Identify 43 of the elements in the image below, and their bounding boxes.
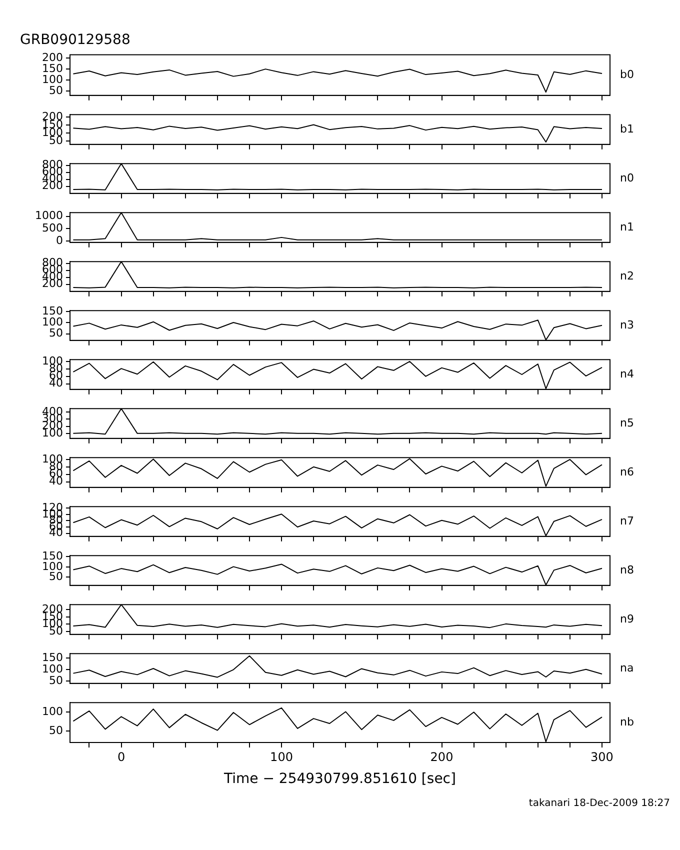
y-tick-label: 40 <box>49 474 63 488</box>
y-tick-label: 100 <box>42 72 63 86</box>
y-tick-label: 200 <box>42 277 63 290</box>
y-tick-label: 40 <box>49 376 63 390</box>
series-label: b1 <box>620 122 634 136</box>
y-tick-label: 150 <box>42 651 63 664</box>
series-label: n0 <box>620 171 634 184</box>
y-tick-label: 100 <box>42 704 63 718</box>
y-tick-label: 150 <box>42 549 63 562</box>
series-label: nb <box>620 715 634 728</box>
series-label: na <box>620 661 634 674</box>
y-tick-label: 50 <box>49 570 63 584</box>
y-tick-label: 100 <box>42 316 63 329</box>
y-tick-label: 50 <box>49 326 63 340</box>
series-label: n6 <box>620 465 634 478</box>
text: takanari 18-Dec-2009 18:27 <box>528 798 670 809</box>
chart-title: GRB090129588 <box>20 32 130 48</box>
series-label: n3 <box>620 318 634 332</box>
series-label: n9 <box>620 612 634 626</box>
y-tick-label: 150 <box>42 62 63 75</box>
y-tick-label: 50 <box>49 84 63 97</box>
series-label: n2 <box>620 269 634 282</box>
x-tick-label: 100 <box>270 750 293 764</box>
x-tick-label: 0 <box>117 750 126 764</box>
y-tick-label: 100 <box>42 560 63 573</box>
y-tick-label: 50 <box>49 674 63 687</box>
x-tick-label: 300 <box>590 750 614 764</box>
y-tick-label: 50 <box>49 724 63 737</box>
series-label: n7 <box>620 514 634 528</box>
x-tick-label: 200 <box>430 750 454 764</box>
y-tick-label: 500 <box>42 222 63 235</box>
y-tick-label: 100 <box>42 662 63 676</box>
y-tick-label: 200 <box>42 50 63 64</box>
x-axis-title: Time − 254930799.851610 [sec] <box>223 771 456 788</box>
y-tick-label: 150 <box>42 304 63 318</box>
series-label: n4 <box>620 367 634 380</box>
series-label: n1 <box>620 220 634 234</box>
y-tick-label: 0 <box>56 234 63 248</box>
y-tick-label: 1000 <box>35 209 63 222</box>
series-label: n5 <box>620 416 634 430</box>
series-label: b0 <box>620 68 634 81</box>
series-label: n8 <box>620 563 634 576</box>
y-tick-label: 200 <box>42 179 63 192</box>
